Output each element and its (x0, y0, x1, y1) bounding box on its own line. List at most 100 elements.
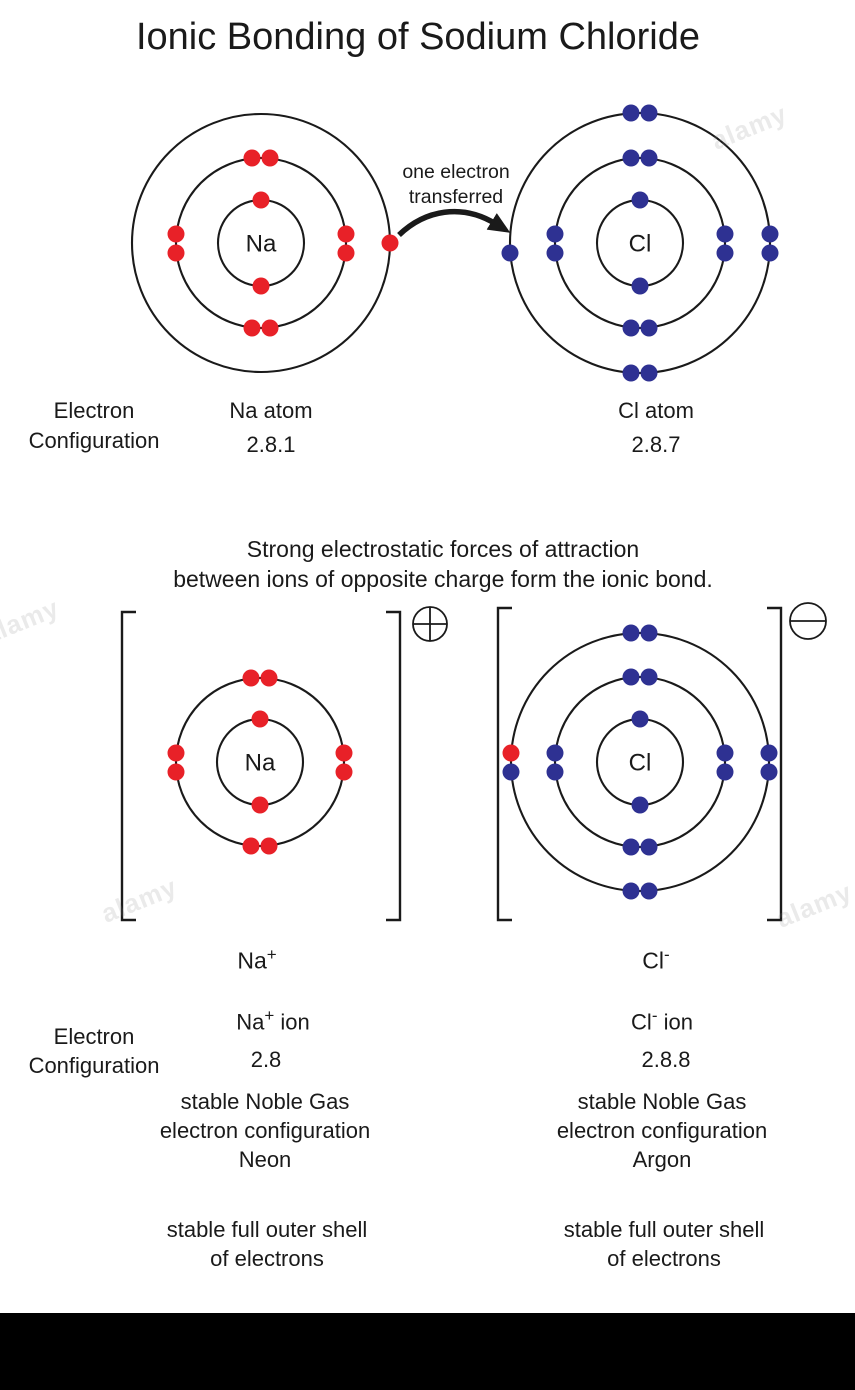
na-atom-electron-red (381, 234, 399, 252)
heading-line2: Configuration (28, 1053, 160, 1078)
cl-atom-electron-blue (640, 319, 658, 337)
cl-ion-electron-blue (716, 744, 734, 762)
cl-atom-electron-blue (622, 319, 640, 337)
noble-line2: electron configuration (159, 1118, 371, 1143)
cl-ion-electron-blue (622, 838, 640, 856)
na-atom-electron-red (337, 225, 355, 243)
na-ion-base: Na (236, 1009, 265, 1035)
cl-ion-electron-blue (760, 763, 778, 781)
noble-line1: stable Noble Gas (577, 1089, 747, 1114)
cl-noble-gas-note: stable Noble Gas electron configuration … (557, 1087, 855, 1174)
na-ion-electron-red (167, 744, 185, 762)
transfer-annotation: one electron transferred (402, 160, 563, 210)
cl-ion-symbol: Cl- (642, 945, 669, 975)
cl-ion-electron-blue (622, 882, 640, 900)
cl-ion-suffix: ion (657, 1009, 693, 1035)
cl-atom-electron-blue (716, 225, 734, 243)
ion-bracket (767, 606, 783, 922)
na-ion-electron-red (335, 744, 353, 762)
na-ion-electron-red (242, 669, 260, 687)
ion-bracket (386, 610, 402, 922)
cl-atom-symbol: Cl (629, 231, 652, 258)
cl-ion-electron-blue (546, 763, 564, 781)
na-ion: Na (167, 669, 353, 855)
cl-atom-electron-blue (622, 104, 640, 122)
cl-atom-config: 2.8.7 (631, 432, 681, 457)
noble-line3: Neon (238, 1147, 292, 1172)
cl-ion-electron-blue (716, 763, 734, 781)
bond-statement: Strong electrostatic forces of attractio… (173, 534, 855, 594)
cl-atom-electron-blue (716, 244, 734, 262)
na-atom-symbol: Na (246, 231, 277, 258)
transfer-arrow (397, 208, 511, 238)
cl-atom-electron-blue (631, 277, 649, 295)
na-ion-config: 2.8 (250, 1047, 282, 1072)
na-atom-shell (174, 156, 348, 330)
cl-ion-electron-blue (760, 744, 778, 762)
na-atom-electron-red (252, 277, 270, 295)
na-ion-charge: + (264, 1006, 275, 1025)
stable-line2: of electrons (607, 1246, 721, 1271)
na-atom-electron-red (243, 149, 261, 167)
footer-bar: alamy Image ID: MN4K8B www.alamy.com (0, 1313, 855, 1390)
cl-ion-shell (553, 675, 727, 849)
cl-ion-base: Cl (631, 1009, 652, 1035)
na-ion-shell (174, 676, 346, 848)
cl-ion-electron-blue (640, 838, 658, 856)
noble-line2: electron configuration (556, 1118, 768, 1143)
na-atom-electron-red (243, 319, 261, 337)
cl-ion-charge: - (651, 1006, 658, 1025)
na-ion-suffix: ion (274, 1009, 310, 1035)
row2-electron-config-heading: Electron Configuration (8, 1022, 180, 1080)
na-ion-electron-red (260, 837, 278, 855)
cl-atom-electron-blue (640, 149, 658, 167)
cl-atom-electron-blue (501, 244, 519, 262)
cl-ion-name: Cl- ion (631, 1006, 693, 1035)
ion-bracket (496, 606, 512, 922)
na-atom-electron-red (337, 244, 355, 262)
na-atom-electron-red (261, 149, 279, 167)
stable-line1: stable full outer shell (166, 1217, 368, 1242)
cl-ion-electron-red (502, 744, 520, 762)
plus-charge-icon (412, 606, 448, 642)
cl-ion-electron-blue (622, 668, 640, 686)
row1-electron-config-heading: Electron Configuration (8, 396, 180, 456)
heading-line2: Configuration (28, 428, 160, 453)
na-stable-shell-note: stable full outer shell of electrons (167, 1215, 468, 1273)
cl-atom-electron-blue (640, 364, 658, 382)
na-ion-electron-red (167, 763, 185, 781)
heading-line1: Electron (53, 398, 135, 423)
cl-atom-electron-blue (640, 104, 658, 122)
cl-ion-base: Cl (642, 947, 665, 974)
na-atom-label: Na atom (229, 398, 313, 423)
cl-ion-config: 2.8.8 (641, 1047, 691, 1072)
cl-ion-electron-blue (546, 744, 564, 762)
cl-atom-label-block: Cl atom 2.8.7 (618, 394, 694, 462)
bond-line2: between ions of opposite charge form the… (173, 566, 713, 592)
cl-stable-shell-note: stable full outer shell of electrons (564, 1215, 855, 1273)
heading-line1: Electron (53, 1024, 135, 1049)
na-ion-electron-red (242, 837, 260, 855)
na-ion-electron-red (335, 763, 353, 781)
na-atom-label-block: Na atom 2.8.1 (229, 394, 312, 462)
na-ion-symbol: Na+ (237, 945, 276, 975)
na-atom-electron-red (167, 244, 185, 262)
cl-ion-electron-blue (640, 624, 658, 642)
stable-line1: stable full outer shell (563, 1217, 765, 1242)
cl-ion-symbol: Cl (629, 750, 652, 777)
cl-ion-electron-blue (631, 796, 649, 814)
na-ion-base: Na (237, 947, 267, 974)
na-ion-electron-red (260, 669, 278, 687)
cl-atom-electron-blue (631, 191, 649, 209)
na-ion-electron-red (251, 796, 269, 814)
minus-charge-icon (789, 602, 827, 640)
cl-ion: Cl (502, 624, 778, 900)
transfer-line1: one electron (402, 161, 510, 183)
na-atom-config: 2.8.1 (246, 432, 296, 457)
cl-ion-electron-blue (631, 710, 649, 728)
cl-ion-electron-blue (640, 668, 658, 686)
na-atom: Na (130, 112, 399, 374)
bond-line1: Strong electrostatic forces of attractio… (246, 536, 640, 562)
